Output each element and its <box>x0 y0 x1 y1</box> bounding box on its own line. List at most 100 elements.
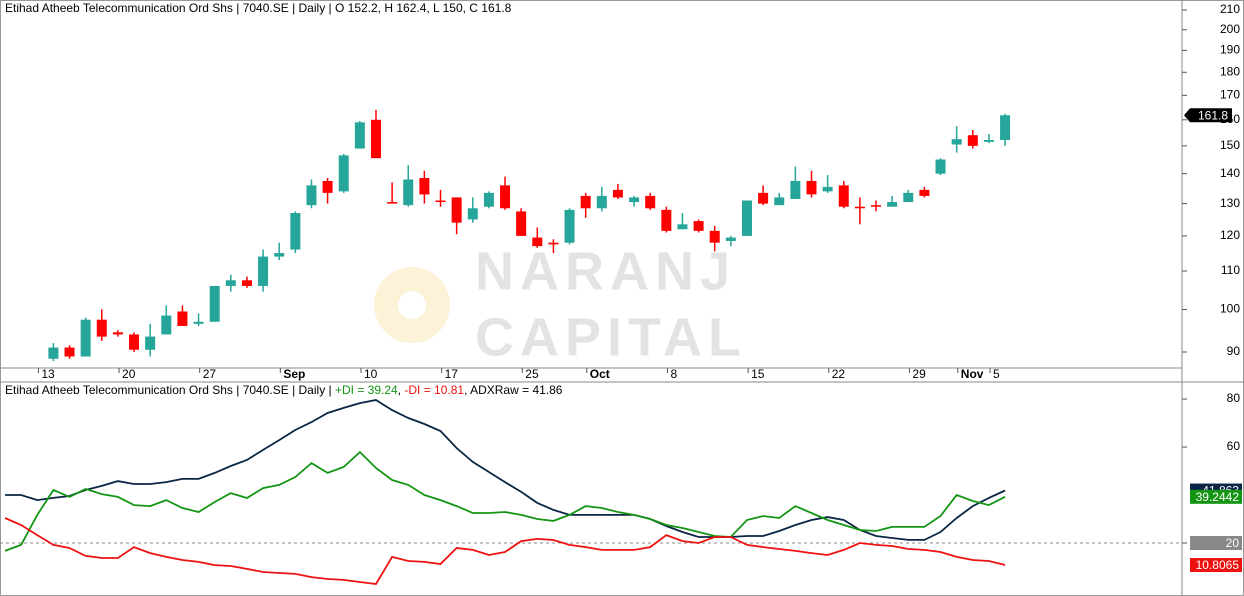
title-part: -DI = 10.81 <box>404 383 464 397</box>
x-tick-label: Nov <box>961 367 984 381</box>
candle-body <box>306 185 317 206</box>
candle-body <box>612 189 623 198</box>
candle-body <box>225 280 236 286</box>
candle-body <box>467 208 478 220</box>
candle-body <box>419 178 430 195</box>
candle-body <box>258 256 269 286</box>
x-tick-label: 17 <box>445 367 459 381</box>
candle-body <box>693 221 704 231</box>
candle-body <box>1000 115 1011 140</box>
x-tick-label: 8 <box>670 367 677 381</box>
watermark-logo <box>374 267 450 343</box>
candle-body <box>435 200 446 203</box>
candle-body <box>451 197 462 223</box>
candle-body <box>290 213 301 250</box>
candle-body <box>645 195 656 209</box>
title-part: , <box>398 383 405 397</box>
last-price-box <box>1184 108 1232 123</box>
watermark-text: NARANJ <box>475 241 736 301</box>
candle-body <box>177 311 188 326</box>
candle-body <box>871 205 882 207</box>
y-tick-label: 120 <box>1220 228 1240 242</box>
x-tick-label: 25 <box>525 367 539 381</box>
x-tick-label: 15 <box>751 367 765 381</box>
y-tick-label: 90 <box>1227 344 1241 358</box>
y-tick-label: 150 <box>1220 138 1240 152</box>
value-box-label: 20 <box>1226 536 1240 550</box>
candle-body <box>758 192 769 204</box>
x-tick-label: 27 <box>203 367 217 381</box>
y-tick-label: 60 <box>1227 439 1241 453</box>
y-tick-label: 210 <box>1220 2 1240 16</box>
candle-body <box>112 332 123 335</box>
title-part: +DI = 39.24 <box>335 383 398 397</box>
candle-body <box>129 334 140 350</box>
candle-body <box>903 192 914 203</box>
candle-body <box>274 253 285 257</box>
candle-body <box>387 202 398 204</box>
candle-body <box>887 202 898 207</box>
y-tick-label: 180 <box>1220 64 1240 78</box>
candle-body <box>354 122 365 149</box>
candle-body <box>709 230 720 243</box>
chart-title: Etihad Atheeb Telecommunication Ord Shs … <box>5 1 512 15</box>
candle-body <box>145 336 156 350</box>
candle-body <box>741 200 752 236</box>
title-part: , ADXRaw = 41.86 <box>464 383 563 397</box>
candle-body <box>483 192 494 207</box>
candle-body <box>403 179 414 206</box>
logo-core <box>398 291 426 319</box>
candle-body <box>322 180 333 193</box>
candle-body <box>532 237 543 247</box>
candle-body <box>80 319 91 357</box>
candle-body <box>596 195 607 209</box>
x-tick-label: 5 <box>993 367 1000 381</box>
candle-body <box>790 180 801 199</box>
candle-body <box>677 224 688 230</box>
candle-body <box>983 139 994 142</box>
x-tick-label: 10 <box>364 367 378 381</box>
candle-body <box>919 189 930 196</box>
candle-body <box>629 197 640 203</box>
candle-body <box>516 211 527 236</box>
candle-body <box>64 347 75 357</box>
candle-body <box>854 206 865 209</box>
candle-body <box>806 180 817 195</box>
candle-body <box>725 237 736 241</box>
indicator-line <box>4 517 1006 585</box>
candle-body <box>500 185 511 209</box>
x-tick-label: 13 <box>41 367 55 381</box>
candle-body <box>96 319 107 337</box>
candle-body <box>580 195 591 209</box>
y-tick-label: 170 <box>1220 88 1240 102</box>
x-tick-label: 20 <box>122 367 136 381</box>
indicator-line <box>4 450 1006 552</box>
candle-body <box>161 315 172 335</box>
candle-body <box>338 155 349 192</box>
value-box <box>1190 489 1242 504</box>
candle-body <box>774 197 785 206</box>
x-tick-label: 22 <box>832 367 846 381</box>
candle-body <box>564 209 575 243</box>
title-part: Etihad Atheeb Telecommunication Ord Shs … <box>5 383 335 397</box>
candle-body <box>967 135 978 146</box>
y-tick-label: 200 <box>1220 22 1240 36</box>
candle-body <box>661 209 672 231</box>
candle-body <box>48 347 59 359</box>
y-tick-label: 80 <box>1227 391 1241 405</box>
x-tick-label: 29 <box>912 367 926 381</box>
candle-body <box>951 139 962 145</box>
candle-body <box>548 242 559 245</box>
last-price-label: 161.8 <box>1198 108 1228 122</box>
watermark-text: CAPITAL <box>475 307 747 367</box>
x-tick-label: Sep <box>283 367 305 381</box>
candle-body <box>838 185 849 207</box>
indicator-line <box>5 399 1006 541</box>
candle-body <box>370 119 381 159</box>
value-box <box>1190 535 1242 550</box>
candle-body <box>822 186 833 192</box>
y-tick-label: 100 <box>1220 302 1240 316</box>
x-tick-label: Oct <box>590 367 610 381</box>
